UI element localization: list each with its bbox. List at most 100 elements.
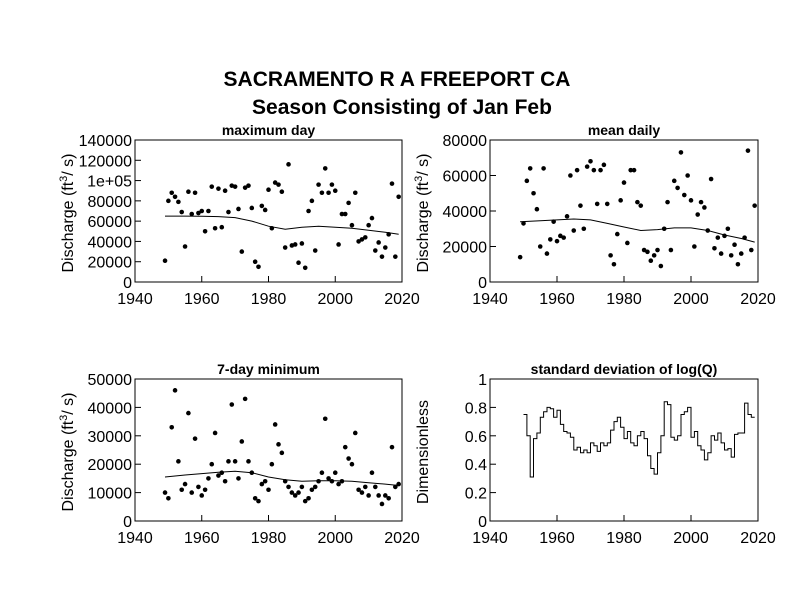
data-point	[594, 201, 600, 207]
data-point	[316, 182, 321, 187]
data-point	[306, 495, 311, 501]
data-point	[574, 167, 580, 173]
data-point	[544, 251, 550, 256]
data-point	[219, 470, 225, 476]
data-point	[172, 194, 178, 200]
x-tick-label: 2000	[317, 530, 353, 547]
data-point	[671, 178, 677, 184]
data-point	[322, 166, 328, 171]
data-point	[373, 484, 378, 490]
data-point	[389, 444, 395, 450]
y-tick-label: 50000	[88, 372, 133, 389]
data-point	[349, 461, 355, 467]
x-tick-label: 2020	[740, 530, 776, 547]
x-tick-label: 1980	[606, 291, 642, 308]
data-point	[379, 254, 385, 259]
data-point	[329, 182, 335, 187]
data-point	[517, 254, 523, 260]
x-tick-label: 1940	[472, 291, 508, 308]
panel-title: maximum day	[222, 122, 316, 138]
data-point	[196, 484, 201, 490]
data-point	[256, 498, 261, 504]
data-point	[206, 476, 211, 481]
data-point	[256, 264, 261, 270]
x-tick-label: 1940	[117, 530, 153, 547]
data-point	[279, 189, 285, 195]
y-tick-label: 1e+05	[87, 174, 132, 191]
data-point	[665, 199, 670, 205]
panel-title: standard deviation of log(Q)	[531, 361, 718, 377]
data-point	[309, 198, 315, 204]
x-tick-label: 2020	[740, 291, 776, 308]
data-point	[356, 487, 361, 493]
data-point	[568, 173, 573, 178]
data-point	[262, 207, 268, 213]
y-tick-label: 40000	[443, 204, 488, 221]
data-point	[366, 493, 371, 498]
data-point	[226, 209, 231, 215]
data-point	[216, 186, 221, 191]
x-tick-label: 1960	[184, 530, 220, 547]
data-point	[658, 263, 664, 269]
data-point	[242, 185, 248, 190]
panel-stdlog: standard deviation of log(Q) 1940 1960 1980…	[415, 361, 776, 547]
data-point	[162, 490, 168, 495]
data-point	[326, 190, 331, 196]
data-point	[342, 211, 348, 217]
data-point	[266, 187, 271, 192]
data-point	[362, 484, 368, 490]
data-point	[286, 484, 291, 490]
data-point	[319, 190, 325, 196]
data-point	[621, 180, 627, 185]
data-point	[356, 239, 361, 244]
data-point	[172, 388, 178, 393]
data-point	[692, 244, 697, 249]
y-tick-label: 0	[478, 514, 487, 531]
data-point	[531, 190, 536, 196]
panel-title: 7-day minimum	[217, 361, 320, 377]
data-point	[192, 436, 198, 441]
data-point	[712, 245, 717, 251]
data-point	[521, 221, 526, 226]
data-point	[199, 493, 205, 498]
data-point	[638, 203, 644, 208]
data-point	[272, 180, 278, 185]
data-point	[571, 228, 577, 233]
data-point	[282, 245, 288, 250]
data-point	[239, 439, 245, 444]
data-point	[186, 189, 191, 195]
series-line	[523, 401, 755, 478]
y-tick-label: 0.6	[465, 429, 487, 446]
y-tick-label: 0	[123, 514, 132, 531]
data-point	[332, 470, 338, 476]
figure-title-line2: Season Consisting of Jan Feb	[252, 96, 552, 119]
panel-meandaily: mean daily 1940 1960 1980 2000 2020 0 20000 4000…	[413, 122, 776, 308]
trend-line	[520, 218, 755, 243]
data-point	[209, 461, 215, 467]
data-point	[749, 247, 754, 253]
data-point	[336, 481, 341, 487]
data-point	[289, 490, 295, 495]
data-point	[189, 490, 195, 495]
data-point	[299, 484, 305, 490]
x-tick-label: 2020	[384, 291, 420, 308]
data-point	[276, 182, 281, 187]
data-point	[232, 184, 238, 189]
data-point	[598, 167, 603, 173]
y-tick-label: 0.4	[465, 457, 487, 474]
y-tick-label: 0.2	[465, 486, 487, 503]
data-point	[578, 203, 583, 208]
y-tick-label: 20000	[443, 240, 488, 257]
data-point	[675, 185, 680, 191]
data-point	[202, 228, 208, 234]
data-point	[527, 166, 533, 171]
data-point	[266, 487, 271, 493]
x-tick-label: 1960	[184, 291, 220, 308]
data-point	[292, 493, 298, 498]
y-tick-label: 140000	[79, 133, 132, 150]
y-axis-label: Discharge (ft3/ s)	[58, 153, 77, 272]
data-point	[176, 459, 181, 464]
data-point	[322, 416, 328, 422]
data-point	[366, 222, 371, 228]
y-tick-label: 60000	[443, 169, 488, 186]
